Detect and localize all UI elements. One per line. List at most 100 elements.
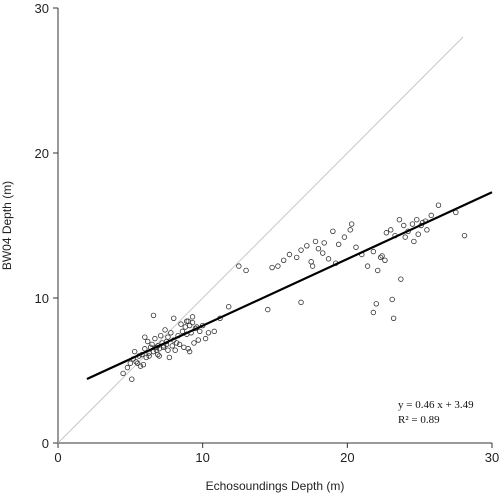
data-point	[131, 348, 138, 355]
data-point	[186, 322, 193, 329]
data-point	[364, 263, 371, 269]
r-squared-label: R² = 0.89	[398, 414, 440, 426]
data-point	[191, 340, 197, 346]
data-point	[149, 341, 155, 348]
data-point	[428, 212, 434, 219]
data-point	[129, 376, 135, 382]
data-point	[158, 333, 164, 339]
data-point	[155, 351, 161, 358]
data-point	[186, 348, 193, 355]
data-point	[165, 347, 171, 353]
data-point	[243, 267, 249, 274]
data-point	[173, 340, 180, 346]
data-point	[146, 353, 152, 359]
data-point	[294, 254, 300, 261]
data-point	[165, 334, 171, 340]
data-point	[341, 234, 348, 240]
data-point	[124, 364, 131, 371]
data-point	[325, 256, 332, 262]
data-point	[189, 319, 196, 326]
y-axis-label: BW04 Depth (m)	[0, 181, 14, 270]
data-point	[379, 253, 385, 259]
data-point	[415, 231, 421, 237]
data-point	[424, 227, 430, 233]
data-point	[142, 334, 148, 340]
x-tick-label: 10	[195, 450, 209, 465]
regression-equation: y = 0.46 x + 3.49	[398, 399, 474, 411]
data-point	[330, 228, 336, 234]
data-point	[304, 243, 310, 249]
y-tick-label: 0	[42, 436, 49, 451]
data-point	[373, 301, 379, 307]
data-point	[120, 370, 126, 377]
data-point	[171, 315, 177, 321]
data-point	[435, 202, 442, 208]
data-point	[382, 257, 388, 263]
axes: 0 10 20 30 0 10 20 30	[35, 1, 500, 465]
data-point	[179, 328, 186, 335]
data-point	[321, 240, 327, 246]
data-point	[144, 338, 151, 345]
data-point	[197, 328, 203, 335]
data-point	[160, 344, 167, 350]
data-point	[166, 354, 173, 361]
data-point	[127, 360, 134, 366]
data-point	[312, 238, 319, 245]
data-point	[298, 247, 304, 253]
data-point	[156, 353, 162, 359]
data-point	[226, 304, 232, 310]
data-point	[409, 221, 416, 227]
data-point	[205, 330, 212, 336]
data-point	[353, 244, 359, 250]
data-point	[383, 230, 390, 236]
data-point	[390, 315, 397, 321]
data-point	[142, 346, 148, 352]
data-point	[152, 335, 158, 342]
data-point	[401, 222, 407, 229]
data-point	[275, 263, 281, 269]
data-point	[176, 341, 183, 348]
data-point	[211, 328, 217, 335]
data-point	[286, 251, 293, 258]
reference-line-group	[57, 36, 464, 444]
data-point	[396, 216, 403, 223]
data-point	[182, 324, 189, 330]
data-point	[375, 267, 381, 274]
x-axis-label: Echosoundings Depth (m)	[206, 479, 345, 493]
y-tick-label: 20	[35, 146, 49, 161]
data-point	[265, 306, 271, 313]
data-point	[184, 318, 190, 324]
data-point	[162, 327, 168, 333]
data-point	[335, 241, 342, 248]
data-point	[414, 216, 420, 223]
data-point	[411, 238, 417, 245]
data-point	[308, 259, 314, 265]
data-point	[195, 337, 202, 343]
data-point	[150, 312, 157, 319]
data-point	[389, 296, 395, 303]
reference-line	[57, 36, 464, 444]
data-point	[202, 335, 209, 342]
data-point	[172, 347, 178, 353]
data-point	[370, 248, 377, 255]
data-point	[185, 346, 191, 352]
fit-line	[86, 191, 493, 381]
data-point	[348, 221, 355, 227]
data-point	[280, 257, 287, 263]
data-point	[236, 263, 242, 269]
data-point	[398, 276, 404, 282]
data-point	[347, 227, 353, 233]
data-point	[181, 344, 187, 350]
data-point	[137, 363, 144, 369]
y-tick-label: 30	[35, 1, 49, 16]
data-point	[178, 321, 184, 327]
data-point	[133, 359, 139, 365]
data-point	[189, 314, 196, 320]
x-tick-label: 0	[54, 450, 61, 465]
data-point	[169, 343, 175, 349]
data-point	[315, 245, 322, 252]
data-point	[309, 263, 316, 269]
data-point	[461, 232, 468, 239]
data-point	[134, 360, 141, 366]
